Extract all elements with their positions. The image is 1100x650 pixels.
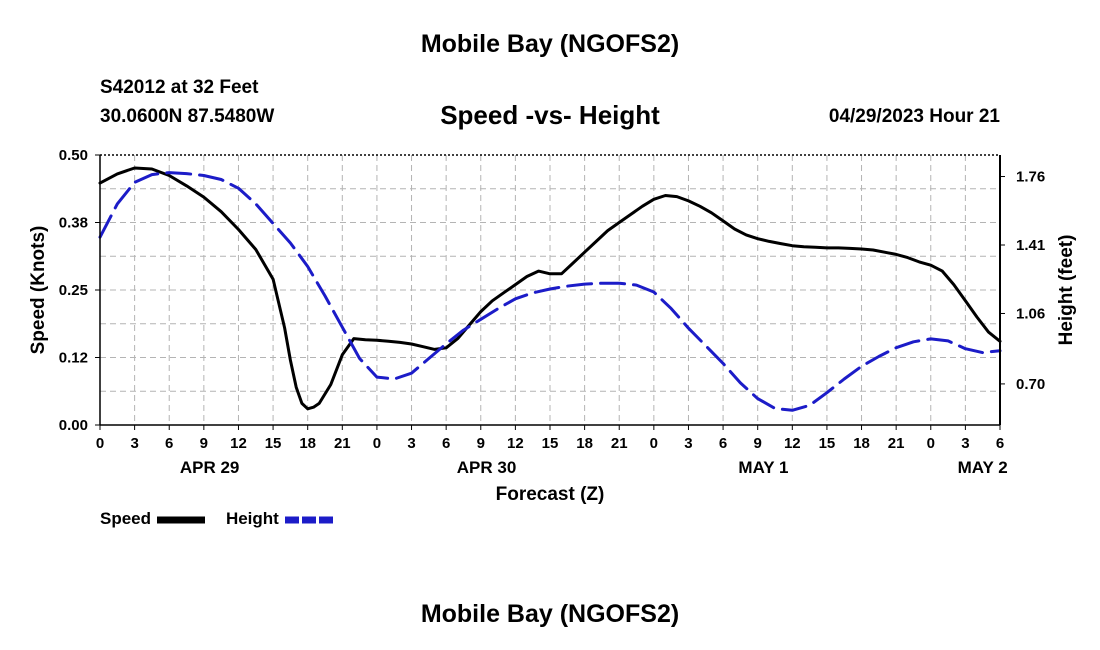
chart-subtitle: Speed -vs- Height bbox=[440, 100, 660, 130]
x-tick-label: 3 bbox=[130, 435, 138, 452]
series-layer bbox=[98, 166, 1002, 412]
legend-height-swatch bbox=[285, 516, 334, 524]
tick-labels: 0 3 6 9 12 15 18 21 0 3 6 9 12 15 18 21 0 3 6 9 12 15 18 21 0 3 6A… bbox=[59, 147, 1045, 477]
x-tick-label: 6 bbox=[719, 435, 727, 452]
y2-axis-label: Height (feet) bbox=[1056, 235, 1077, 346]
y-tick-label: 0.12 bbox=[59, 350, 88, 367]
x-tick-label: 18 bbox=[576, 435, 593, 452]
coordinates-label: 30.0600N 87.5480W bbox=[100, 106, 275, 127]
x-tick-label: 3 bbox=[961, 435, 969, 452]
x-tick-label: 12 bbox=[784, 435, 801, 452]
x-tick-label: 0 bbox=[373, 435, 381, 452]
legend: Speed Height bbox=[100, 509, 335, 529]
series-line-speed bbox=[98, 166, 1002, 411]
series-line-height bbox=[98, 171, 1002, 412]
x-tick-label: 3 bbox=[684, 435, 692, 452]
axes bbox=[95, 154, 1005, 430]
y-tick-label: 0.38 bbox=[59, 215, 88, 232]
y2-tick-label: 1.41 bbox=[1016, 237, 1045, 254]
legend-speed-label: Speed bbox=[100, 509, 152, 528]
x-tick-label: 18 bbox=[299, 435, 316, 452]
y-tick-label: 0.50 bbox=[59, 147, 88, 164]
x-tick-label: 15 bbox=[542, 435, 559, 452]
footer-title: Mobile Bay (NGOFS2) bbox=[420, 600, 680, 628]
y-tick-label: 0.00 bbox=[59, 417, 88, 434]
x-tick-label: 3 bbox=[407, 435, 415, 452]
x-tick-label: 15 bbox=[819, 435, 836, 452]
x-tick-label: 6 bbox=[442, 435, 450, 452]
x-tick-label: 0 bbox=[927, 435, 935, 452]
x-tick-label: 6 bbox=[165, 435, 173, 452]
x-tick-label: 18 bbox=[853, 435, 870, 452]
legend-speed-swatch bbox=[157, 516, 206, 524]
x-tick-label: 21 bbox=[888, 435, 905, 452]
speed-height-chart: 0 3 6 9 12 15 18 21 0 3 6 9 12 15 18 21 0 3 6 9 12 15 18 21 0 3 6A… bbox=[28, 147, 1077, 505]
day-label: APR 29 bbox=[180, 458, 240, 477]
y-tick-label: 0.25 bbox=[59, 282, 88, 299]
x-tick-label: 21 bbox=[611, 435, 628, 452]
station-label: S42012 at 32 Feet bbox=[100, 77, 259, 98]
datetime-label: 04/29/2023 Hour 21 bbox=[828, 106, 1000, 127]
x-tick-label: 0 bbox=[96, 435, 104, 452]
x-tick-label: 12 bbox=[230, 435, 247, 452]
x-tick-label: 9 bbox=[200, 435, 208, 452]
day-label: APR 30 bbox=[457, 458, 517, 477]
x-tick-label: 21 bbox=[334, 435, 351, 452]
x-tick-label: 0 bbox=[650, 435, 658, 452]
y2-tick-label: 0.70 bbox=[1016, 376, 1045, 393]
x-tick-label: 6 bbox=[996, 435, 1004, 452]
y2-tick-label: 1.06 bbox=[1016, 305, 1045, 322]
x-axis-label: Forecast (Z) bbox=[496, 484, 605, 505]
y-axis-label: Speed (Knots) bbox=[28, 226, 49, 355]
legend-height-label: Height bbox=[225, 509, 279, 528]
chart-title: Mobile Bay (NGOFS2) bbox=[420, 30, 680, 58]
x-tick-label: 12 bbox=[507, 435, 524, 452]
day-label: MAY 2 bbox=[958, 458, 1008, 477]
x-tick-label: 9 bbox=[477, 435, 485, 452]
x-tick-label: 9 bbox=[754, 435, 762, 452]
day-label: MAY 1 bbox=[738, 458, 788, 477]
x-tick-label: 15 bbox=[265, 435, 282, 452]
y2-tick-label: 1.76 bbox=[1016, 169, 1045, 186]
